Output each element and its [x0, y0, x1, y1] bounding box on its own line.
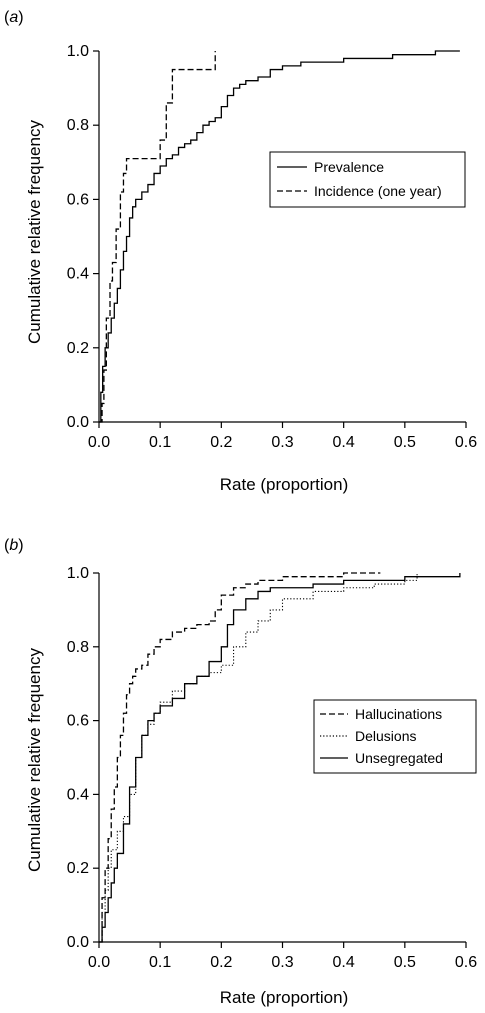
panel-a-series	[99, 50, 460, 423]
panel-a-xtick-label: 0.1	[149, 434, 171, 451]
panel-a-yticks: 0.0 0.2 0.4 0.6 0.8 1.0	[67, 43, 99, 431]
panel-a-xtick-label: 0.5	[394, 434, 416, 451]
panel-a-ytick-label: 1.0	[67, 43, 89, 60]
panel-a-xticks: 0.0 0.1 0.2 0.3 0.4 0.5 0.6	[88, 422, 477, 451]
panel-b-legend: Hallucinations Delusions Unsegregated	[313, 699, 477, 774]
panel-a-xtick-label: 0.4	[333, 434, 355, 451]
panel-b-ytick-label: 0.6	[67, 713, 89, 730]
panel-b-xtick-label: 0.4	[333, 954, 355, 971]
panel-b-ytick-label: 1.0	[67, 565, 89, 582]
panel-b-ylabel: Cumulative relative frequency	[25, 648, 44, 872]
panel-b-series	[99, 572, 461, 943]
panel-b-xtick-label: 0.3	[271, 954, 293, 971]
panel-a-series-prevalence	[99, 50, 460, 423]
panel-a-ylabel: Cumulative relative frequency	[25, 120, 44, 344]
panel-a: (a) Cumulative relative frequency Rate (…	[4, 9, 477, 494]
panel-b-xtick-label: 0.0	[88, 954, 110, 971]
panel-b-label: (b)	[4, 537, 24, 554]
panel-a-label: (a)	[4, 9, 24, 26]
panel-a-xtick-label: 0.6	[455, 434, 477, 451]
panel-b-xtick-label: 0.1	[149, 954, 171, 971]
panel-a-ytick-label: 0.2	[67, 340, 89, 357]
panel-b-ytick-label: 0.8	[67, 639, 89, 656]
panel-a-legend-prevalence: Prevalence	[314, 159, 384, 175]
panel-a-xtick-label: 0.2	[210, 434, 232, 451]
panel-b-ytick-label: 0.2	[67, 860, 89, 877]
panel-b-paren-close: )	[18, 537, 23, 554]
panel-a-letter: a	[9, 9, 18, 26]
panel-b-yticks: 0.0 0.2 0.4 0.6 0.8 1.0	[67, 565, 99, 951]
panel-a-ytick-label: 0.0	[67, 414, 89, 431]
panel-b-xtick-label: 0.6	[455, 954, 477, 971]
panel-b-ytick-label: 0.0	[67, 934, 89, 951]
panel-b: (b) Cumulative relative frequency Rate (…	[4, 537, 477, 1007]
panel-b-xticks: 0.0 0.1 0.2 0.3 0.4 0.5 0.6	[88, 942, 477, 971]
panel-a-paren-close: )	[18, 9, 23, 26]
panel-a-legend-box	[269, 151, 466, 208]
panel-b-ytick-label: 0.4	[67, 786, 89, 803]
panel-b-legend-unsegregated: Unsegregated	[355, 750, 443, 766]
panel-a-ytick-label: 0.6	[67, 191, 89, 208]
panel-a-paren-open: (	[4, 9, 10, 26]
panel-a-ytick-label: 0.4	[67, 266, 89, 283]
panel-a-legend-incidence: Incidence (one year)	[314, 183, 442, 199]
panel-a-xtick-label: 0.0	[88, 434, 110, 451]
panel-a-xlabel: Rate (proportion)	[220, 475, 349, 494]
panel-b-xtick-label: 0.5	[394, 954, 416, 971]
panel-b-paren-open: (	[4, 537, 10, 554]
panel-a-series-incidence-one-year	[99, 51, 216, 423]
panel-b-legend-box	[313, 699, 477, 774]
panel-b-xlabel: Rate (proportion)	[220, 988, 349, 1007]
panel-b-series-unsegregated	[99, 573, 461, 943]
panel-a-ytick-label: 0.8	[67, 117, 89, 134]
panel-b-xtick-label: 0.2	[210, 954, 232, 971]
panel-b-legend-hallucinations: Hallucinations	[355, 706, 442, 722]
panel-a-xtick-label: 0.3	[271, 434, 293, 451]
panel-b-legend-delusions: Delusions	[355, 728, 416, 744]
panel-a-legend: Prevalence Incidence (one year)	[269, 151, 466, 208]
panel-b-letter: b	[9, 537, 18, 554]
